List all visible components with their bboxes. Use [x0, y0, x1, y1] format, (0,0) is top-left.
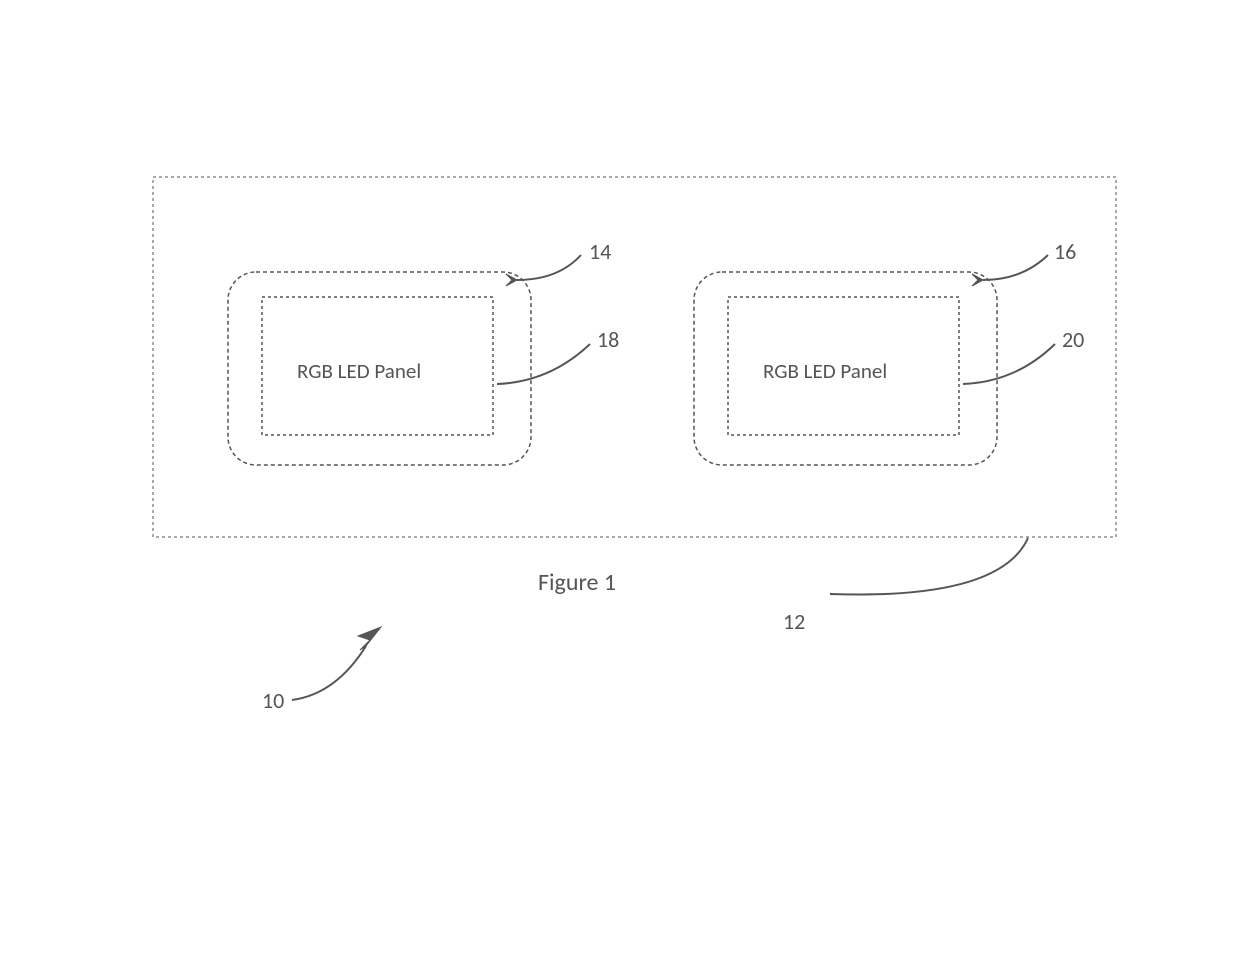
leader-12 [830, 538, 1028, 595]
callout-14: 14 [589, 238, 611, 265]
figure-title: Figure 1 [538, 568, 616, 597]
left-panel-label: RGB LED Panel [297, 358, 421, 384]
arrowhead-16 [972, 274, 983, 286]
callout-10: 10 [262, 687, 284, 714]
arrowhead-14 [506, 274, 517, 286]
callout-16: 16 [1054, 238, 1076, 265]
callout-20: 20 [1062, 326, 1084, 353]
callout-12: 12 [783, 608, 805, 635]
leader-18 [497, 344, 590, 384]
leader-16 [983, 255, 1048, 280]
figure-canvas: Figure 1 RGB LED Panel RGB LED Panel 14 … [0, 0, 1240, 967]
callout-18: 18 [597, 326, 619, 353]
leader-10 [292, 646, 366, 700]
diagram-svg [0, 0, 1240, 967]
right-panel-label: RGB LED Panel [763, 358, 887, 384]
leader-20 [963, 344, 1055, 384]
arrowhead-10 [358, 627, 381, 650]
leader-14 [517, 255, 581, 280]
outer-box [153, 177, 1116, 537]
